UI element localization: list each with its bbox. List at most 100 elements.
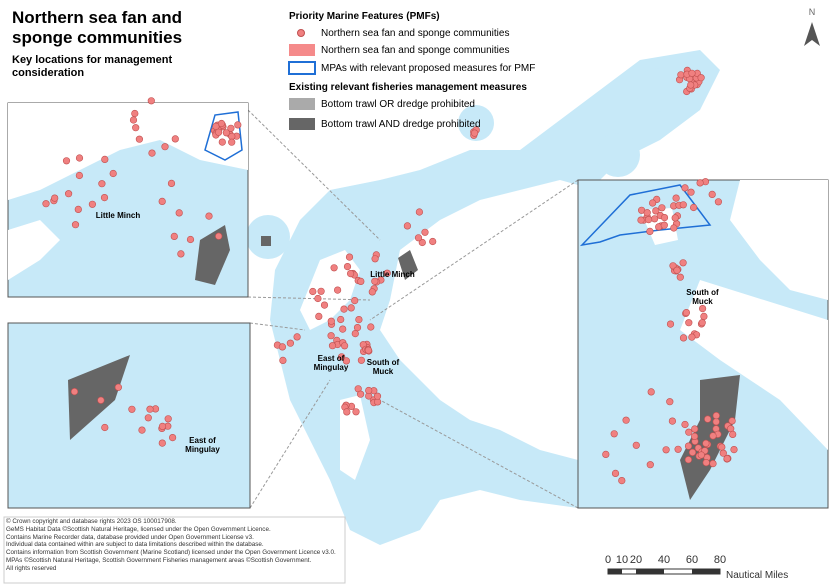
pmf-point	[227, 124, 235, 132]
pmf-point	[679, 259, 687, 267]
pmf-point	[341, 342, 349, 350]
pmf-point	[367, 323, 375, 331]
pmf-point	[100, 194, 109, 202]
pmf-point	[337, 315, 345, 324]
pmf-point	[222, 129, 230, 137]
pmf-point	[171, 135, 179, 143]
pmf-point	[688, 333, 696, 341]
pmf-point	[684, 456, 693, 464]
pmf-point	[345, 253, 354, 261]
pmf-point	[704, 415, 712, 423]
land	[340, 395, 370, 480]
pmf-point	[158, 439, 166, 447]
pmf-point	[668, 417, 677, 425]
pmf-point	[353, 324, 362, 332]
scale-tick-label: 20	[630, 554, 642, 566]
pmf-point	[234, 121, 242, 129]
pmf-point	[648, 199, 657, 207]
pmf-point	[327, 332, 335, 340]
pmf-point	[702, 439, 710, 448]
pmf-point	[62, 157, 71, 165]
pmf-point	[186, 235, 195, 244]
pmf-point	[101, 423, 109, 432]
pmf-point	[339, 325, 347, 333]
pmf-point	[709, 460, 717, 468]
pmf-point	[352, 408, 360, 416]
pmf-point	[212, 122, 220, 130]
inset-top-left	[7, 102, 249, 298]
pmf-point	[687, 188, 695, 196]
pmf-point	[309, 287, 317, 296]
pmf-point	[646, 227, 654, 235]
pmf-point	[114, 383, 122, 391]
land	[8, 103, 248, 200]
pmf-point	[687, 81, 695, 89]
pmf-point	[146, 405, 154, 413]
pmf-point	[215, 128, 223, 136]
trawl-dredge-prohibited	[261, 236, 271, 246]
pmf-point	[343, 263, 352, 271]
pmf-point	[696, 179, 704, 187]
pmf-point	[643, 209, 651, 217]
pmf-point	[158, 422, 167, 431]
pmf-point	[340, 305, 348, 313]
trawl-dredge-prohibited	[398, 250, 418, 280]
pmf-point	[373, 392, 382, 400]
pmf-point	[357, 390, 365, 398]
pmf-point	[129, 116, 138, 124]
pmf-point	[147, 97, 155, 105]
copyright-line: © Crown copyright and database rights 20…	[6, 518, 177, 525]
pmf-point	[164, 415, 172, 423]
scale-tick-label: 10	[616, 554, 628, 566]
north-label: N	[809, 7, 816, 17]
pmf-point	[688, 69, 696, 77]
pmf-point	[644, 216, 653, 224]
pmf-point	[101, 155, 109, 163]
pmf-point	[666, 398, 674, 406]
pmf-point	[75, 154, 84, 162]
inset-bottom-left	[7, 322, 251, 509]
copyright-line: All rights reserved	[6, 564, 57, 572]
pmf-points	[42, 66, 738, 485]
pmf-point	[74, 205, 82, 213]
copyright: © Crown copyright and database rights 20…	[6, 518, 344, 573]
pmf-point	[314, 294, 322, 303]
pmf-point	[343, 408, 351, 416]
pmf-point	[64, 190, 73, 198]
pmf-point	[88, 200, 96, 208]
pmf-point	[690, 432, 699, 441]
pmf-point	[682, 309, 691, 317]
scale-bar-segment	[636, 569, 664, 574]
land	[8, 220, 60, 280]
pmf-point	[672, 194, 680, 202]
land	[730, 180, 828, 300]
pmf-point	[421, 228, 429, 236]
pmf-point	[109, 169, 117, 178]
pmf-point	[42, 200, 50, 208]
pmf-point	[75, 171, 83, 180]
pmf-point	[342, 357, 351, 365]
pmf-point	[328, 342, 337, 350]
pmf-point	[315, 312, 323, 321]
land	[300, 250, 360, 330]
pmf-point	[660, 214, 669, 222]
pmf-point	[414, 234, 423, 242]
map-label: East of Mingulay	[185, 436, 220, 454]
pmf-point	[700, 312, 708, 321]
scale-bar-segment	[692, 569, 720, 574]
north-arrow	[804, 22, 820, 46]
pmf-point	[611, 469, 620, 478]
pmf-point	[131, 109, 139, 118]
pmf-point	[338, 353, 346, 361]
sea	[458, 105, 494, 141]
map-label: Little Minch	[95, 211, 141, 220]
pmf-point	[471, 129, 479, 137]
legend-heading: Priority Marine Features (PMFs)	[289, 11, 440, 22]
legend-dot	[297, 29, 305, 37]
pmf-point	[138, 426, 146, 434]
pmf-point	[647, 388, 655, 396]
pmf-point	[685, 428, 693, 436]
pmf-point	[347, 270, 355, 278]
pmf-point	[351, 297, 359, 305]
pmf-point	[175, 209, 183, 217]
